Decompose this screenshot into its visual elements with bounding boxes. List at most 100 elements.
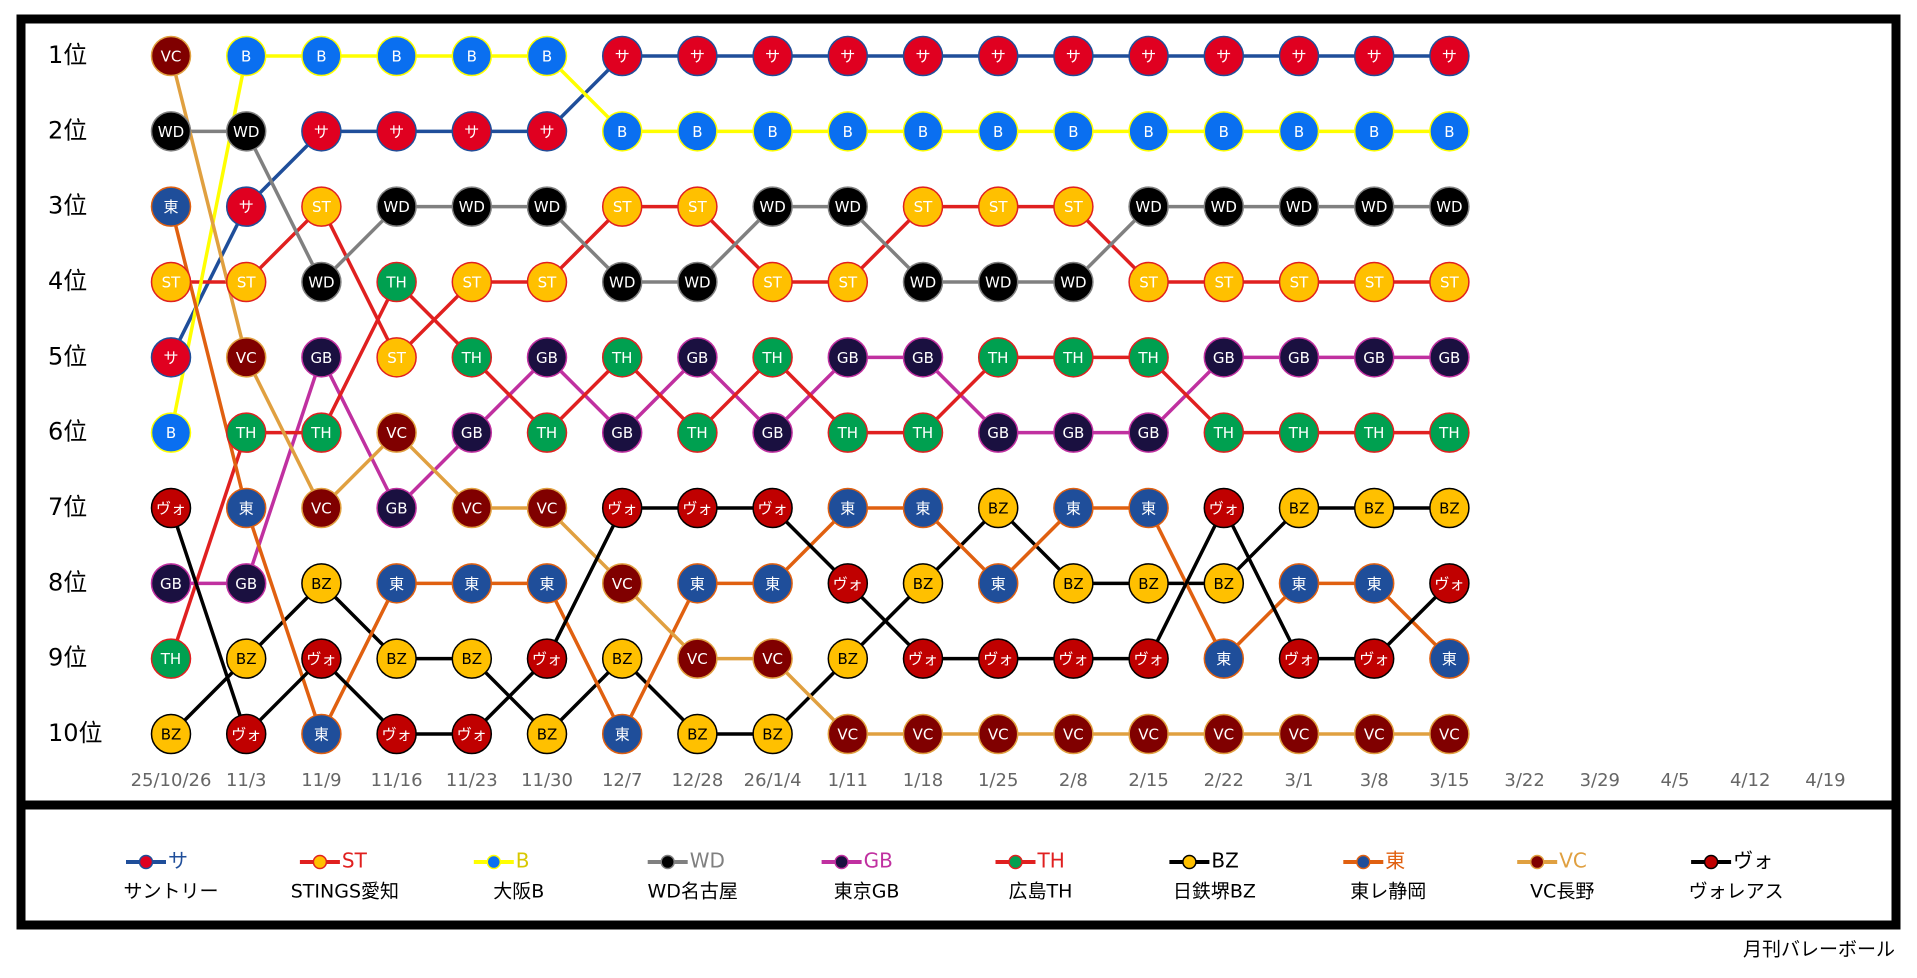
rank-marker: [752, 111, 793, 152]
rank-marker: [1429, 713, 1470, 755]
x-tick-label: 2/22: [1204, 770, 1244, 791]
marker-label: B: [467, 48, 477, 66]
rank-marker: [902, 563, 944, 604]
rank-marker: [526, 186, 568, 227]
rank-marker: [902, 487, 944, 529]
markers: ササササササササササササササササササST STSTSTST STST STST STST…: [150, 35, 1470, 755]
rank-marker: [1203, 35, 1245, 77]
rank-marker: [827, 412, 869, 453]
rank-marker: [601, 713, 643, 755]
rank-marker: [301, 186, 342, 227]
rank-marker: [1353, 487, 1395, 529]
rank-marker: [451, 111, 493, 152]
marker-label: VC: [1213, 726, 1234, 744]
rank-marker: [677, 337, 718, 378]
marker-label: 東: [1367, 575, 1382, 593]
x-tick-label: 3/1: [1285, 770, 1314, 791]
legend-abbr: VC: [1559, 849, 1587, 873]
y-tick-label: 4位: [48, 267, 87, 295]
marker-label: ST: [312, 198, 332, 216]
rank-marker: [1278, 487, 1320, 529]
marker-label: BZ: [462, 650, 483, 668]
rank-marker: [1128, 412, 1169, 453]
x-tick-label: 3/8: [1360, 770, 1389, 791]
marker-label: BZ: [913, 575, 934, 593]
marker-label: B: [241, 48, 251, 66]
rank-marker: [225, 337, 267, 378]
rank-marker: [150, 713, 192, 755]
marker-label: VC: [1063, 726, 1084, 744]
marker-label: BZ: [1214, 575, 1235, 593]
marker-label: GB: [686, 349, 708, 367]
marker-label: サ: [539, 123, 554, 141]
marker-label: GB: [1062, 424, 1084, 442]
rank-marker: [225, 412, 267, 453]
y-tick-label: 6位: [48, 418, 87, 446]
rank-marker: [301, 337, 342, 378]
marker-label: 東: [840, 500, 855, 518]
x-tick-label: 4/5: [1661, 770, 1690, 791]
y-tick-label: 9位: [48, 644, 87, 672]
rank-marker: [1429, 186, 1470, 227]
marker-label: WD: [684, 274, 710, 292]
rank-marker: [1128, 35, 1169, 77]
rank-marker: [827, 186, 869, 227]
marker-label: TH: [686, 424, 707, 442]
marker-label: ヴォ: [306, 650, 336, 668]
rank-marker: [526, 487, 568, 529]
rank-marker: [376, 563, 417, 604]
legend-abbr: WD: [690, 849, 725, 873]
legend-abbr: TH: [1037, 849, 1065, 873]
marker-label: GB: [987, 424, 1009, 442]
rank-marker: [376, 35, 417, 77]
rank-marker: [752, 713, 793, 755]
rank-marker: [1128, 111, 1169, 152]
marker-label: TH: [987, 349, 1008, 367]
rank-marker: [150, 563, 192, 604]
marker-label: 東: [1291, 575, 1306, 593]
marker-label: 東: [163, 198, 178, 216]
rank-marker: [1353, 412, 1395, 453]
rank-marker: [1278, 261, 1320, 303]
marker-label: TH: [1438, 424, 1459, 442]
rank-marker: [225, 563, 267, 604]
marker-label: 東: [615, 726, 630, 744]
marker-label: VC: [762, 650, 783, 668]
marker-label: GB: [461, 424, 483, 442]
rank-marker: [1278, 638, 1320, 679]
rank-marker: [1203, 337, 1245, 378]
marker-label: サ: [1216, 48, 1231, 66]
rank-marker: [1353, 337, 1395, 378]
marker-label: サ: [840, 48, 855, 66]
legend-swatch-dot: [312, 854, 328, 870]
rank-marker: [451, 563, 493, 604]
x-tick-label: 4/12: [1730, 770, 1770, 791]
rank-marker: [1429, 337, 1470, 378]
marker-label: ヴォ: [382, 726, 412, 744]
legend-swatch-dot: [1703, 854, 1719, 870]
marker-label: VC: [837, 726, 858, 744]
marker-label: B: [316, 48, 326, 66]
marker-label: BZ: [311, 575, 332, 593]
legend-name: 広島TH: [1009, 881, 1073, 903]
marker-label: VC: [1439, 726, 1460, 744]
rank-marker: [1053, 337, 1094, 378]
rank-marker: [977, 412, 1019, 453]
marker-label: ST: [538, 274, 558, 292]
x-tick-label: 1/11: [828, 770, 868, 791]
rank-marker: [225, 638, 267, 679]
marker-label: GB: [837, 349, 859, 367]
rank-marker: [1128, 638, 1169, 679]
rank-marker: [1429, 487, 1470, 529]
rank-marker: [902, 35, 944, 77]
rank-marker: [601, 35, 643, 77]
rank-marker: [827, 713, 869, 755]
marker-label: GB: [1288, 349, 1310, 367]
rank-marker: [451, 713, 493, 755]
rank-marker: [827, 111, 869, 152]
marker-label: VC: [1289, 726, 1310, 744]
rank-marker: [752, 186, 793, 227]
marker-label: ヴォ: [1134, 650, 1164, 668]
marker-label: WD: [910, 274, 936, 292]
rank-marker: [150, 261, 192, 303]
